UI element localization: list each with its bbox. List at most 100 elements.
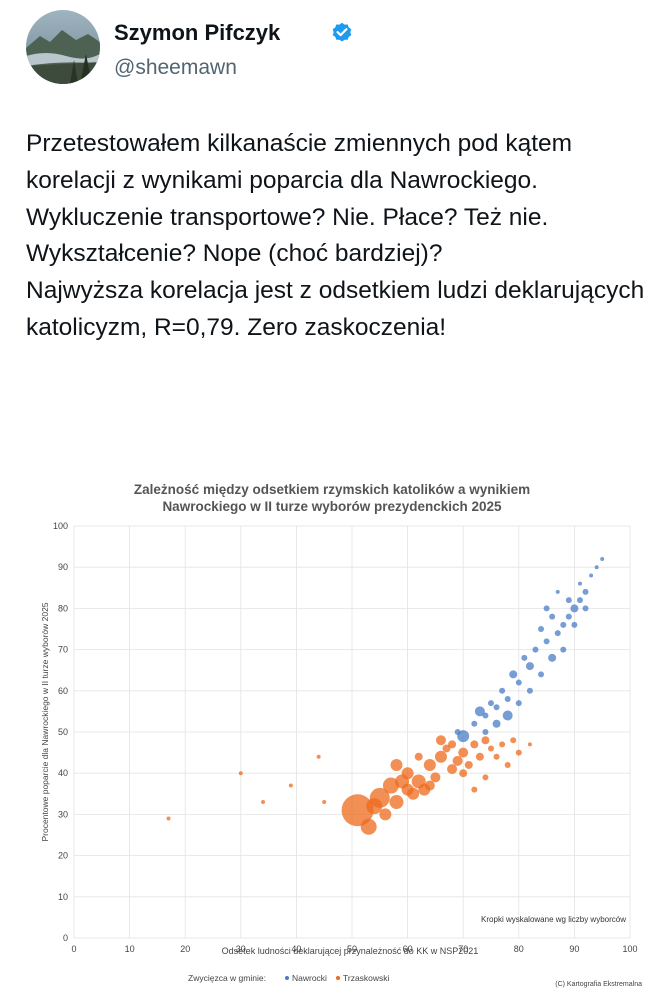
nawrocki-point	[471, 720, 478, 727]
chart-title-line-2: Nawrockiego w II turze wyborów prezydenc…	[162, 499, 502, 514]
nawrocki-point	[582, 605, 589, 612]
trzaskowski-point	[366, 798, 383, 815]
x-tick-label: 40	[291, 944, 301, 954]
nawrocki-point	[538, 671, 545, 678]
author-handle[interactable]: @sheemawn	[114, 56, 237, 79]
y-tick-label: 0	[63, 933, 68, 943]
nawrocki-point	[594, 565, 599, 570]
nawrocki-point	[515, 700, 522, 707]
x-tick-label: 100	[622, 944, 637, 954]
legend-title: Zwycięzca w gminie:	[188, 973, 266, 983]
trzaskowski-point	[414, 752, 423, 761]
trzaskowski-point	[261, 800, 266, 805]
nawrocki-point	[589, 573, 594, 578]
x-tick-label: 0	[71, 944, 76, 954]
nawrocki-point	[543, 605, 550, 612]
trzaskowski-point	[382, 777, 399, 794]
trzaskowski-point	[341, 794, 374, 827]
legend-marker-nawrocki	[285, 976, 289, 980]
trzaskowski-point	[470, 740, 479, 749]
nawrocki-point	[570, 604, 579, 613]
tweet-text: Przetestowałem kilkanaście zmiennych pod…	[26, 126, 646, 347]
trzaskowski-point	[475, 752, 484, 761]
trzaskowski-point	[504, 761, 511, 768]
x-tick-label: 30	[236, 944, 246, 954]
nawrocki-point	[600, 556, 605, 561]
author-name[interactable]: Szymon Pifczyk	[114, 20, 281, 45]
nawrocki-point	[509, 670, 518, 679]
nawrocki-point	[499, 687, 506, 694]
trzaskowski-point	[238, 771, 243, 776]
trzaskowski-point	[434, 750, 447, 763]
trzaskowski-point	[379, 808, 392, 821]
y-tick-label: 100	[53, 521, 68, 531]
trzaskowski-point	[390, 758, 403, 771]
trzaskowski-point	[448, 740, 457, 749]
x-tick-label: 20	[180, 944, 190, 954]
trzaskowski-point	[360, 818, 377, 835]
chart-note: Kropki wyskalowane wg liczby wyborców	[481, 915, 626, 924]
trzaskowski-point	[423, 758, 436, 771]
trzaskowski-point	[288, 783, 293, 788]
nawrocki-point	[538, 626, 545, 632]
nawrocki-point	[502, 710, 513, 721]
legend-marker-trzaskowski	[336, 976, 340, 980]
scatter-chart: Zależność między odsetkiem rzymskich kat…	[0, 470, 665, 1000]
tweet-paragraph: Najwyższa korelacja jest z odsetkiem lud…	[26, 277, 645, 341]
trzaskowski-point	[435, 735, 446, 746]
legend-label-nawrocki: Nawrocki	[292, 973, 327, 983]
y-tick-label: 40	[58, 768, 68, 778]
y-axis-label: Procentowe poparcie dla Nawrockiego w II…	[40, 602, 50, 841]
nawrocki-point	[560, 621, 567, 628]
tweet-paragraph: Przetestowałem kilkanaście zmiennych pod…	[26, 130, 573, 268]
x-tick-label: 90	[569, 944, 579, 954]
trzaskowski-point	[322, 800, 327, 805]
trzaskowski-point	[458, 747, 469, 758]
y-tick-label: 10	[58, 892, 68, 902]
nawrocki-point	[555, 589, 560, 594]
trzaskowski-point	[430, 772, 441, 783]
nawrocki-point	[577, 581, 582, 586]
y-tick-label: 90	[58, 562, 68, 572]
nawrocki-point	[554, 630, 561, 637]
nawrocki-point	[582, 588, 589, 595]
trzaskowski-point	[499, 741, 506, 748]
chart-credit: (C) Kartografia Ekstremalna	[555, 981, 642, 988]
trzaskowski-point	[527, 742, 532, 747]
verified-badge-icon	[332, 22, 352, 42]
trzaskowski-point	[389, 795, 404, 810]
trzaskowski-point	[424, 780, 435, 791]
nawrocki-point	[532, 646, 539, 653]
avatar[interactable]	[26, 10, 100, 84]
trzaskowski-point	[459, 769, 468, 778]
y-tick-label: 70	[58, 645, 68, 655]
tweet-image[interactable]: Zależność między odsetkiem rzymskich kat…	[0, 470, 665, 1000]
trzaskowski-point	[471, 786, 478, 793]
nawrocki-point	[482, 729, 489, 735]
nawrocki-point	[560, 646, 567, 653]
trzaskowski-point	[482, 774, 489, 781]
tweet-header: Szymon Pifczyk @sheemawn	[26, 10, 646, 86]
nawrocki-point	[493, 704, 500, 711]
nawrocki-point	[474, 706, 485, 717]
x-tick-label: 80	[514, 944, 524, 954]
nawrocki-point	[548, 653, 557, 662]
x-axis-label: Odsetek ludności deklarującej przynależn…	[222, 946, 479, 956]
y-tick-label: 50	[58, 727, 68, 737]
trzaskowski-point	[464, 760, 473, 769]
trzaskowski-point	[442, 744, 451, 753]
nawrocki-point	[565, 613, 572, 620]
trzaskowski-point	[316, 754, 321, 759]
trzaskowski-point	[481, 736, 490, 745]
trzaskowski-point	[447, 764, 458, 775]
y-tick-label: 30	[58, 809, 68, 819]
x-tick-label: 10	[125, 944, 135, 954]
nawrocki-point	[525, 662, 534, 671]
trzaskowski-point	[493, 753, 500, 760]
y-tick-label: 20	[58, 851, 68, 861]
x-tick-label: 70	[458, 944, 468, 954]
trzaskowski-point	[510, 737, 517, 744]
nawrocki-point	[488, 700, 494, 707]
chart-title-line-1: Zależność między odsetkiem rzymskich kat…	[134, 482, 530, 497]
nawrocki-point	[549, 613, 556, 620]
